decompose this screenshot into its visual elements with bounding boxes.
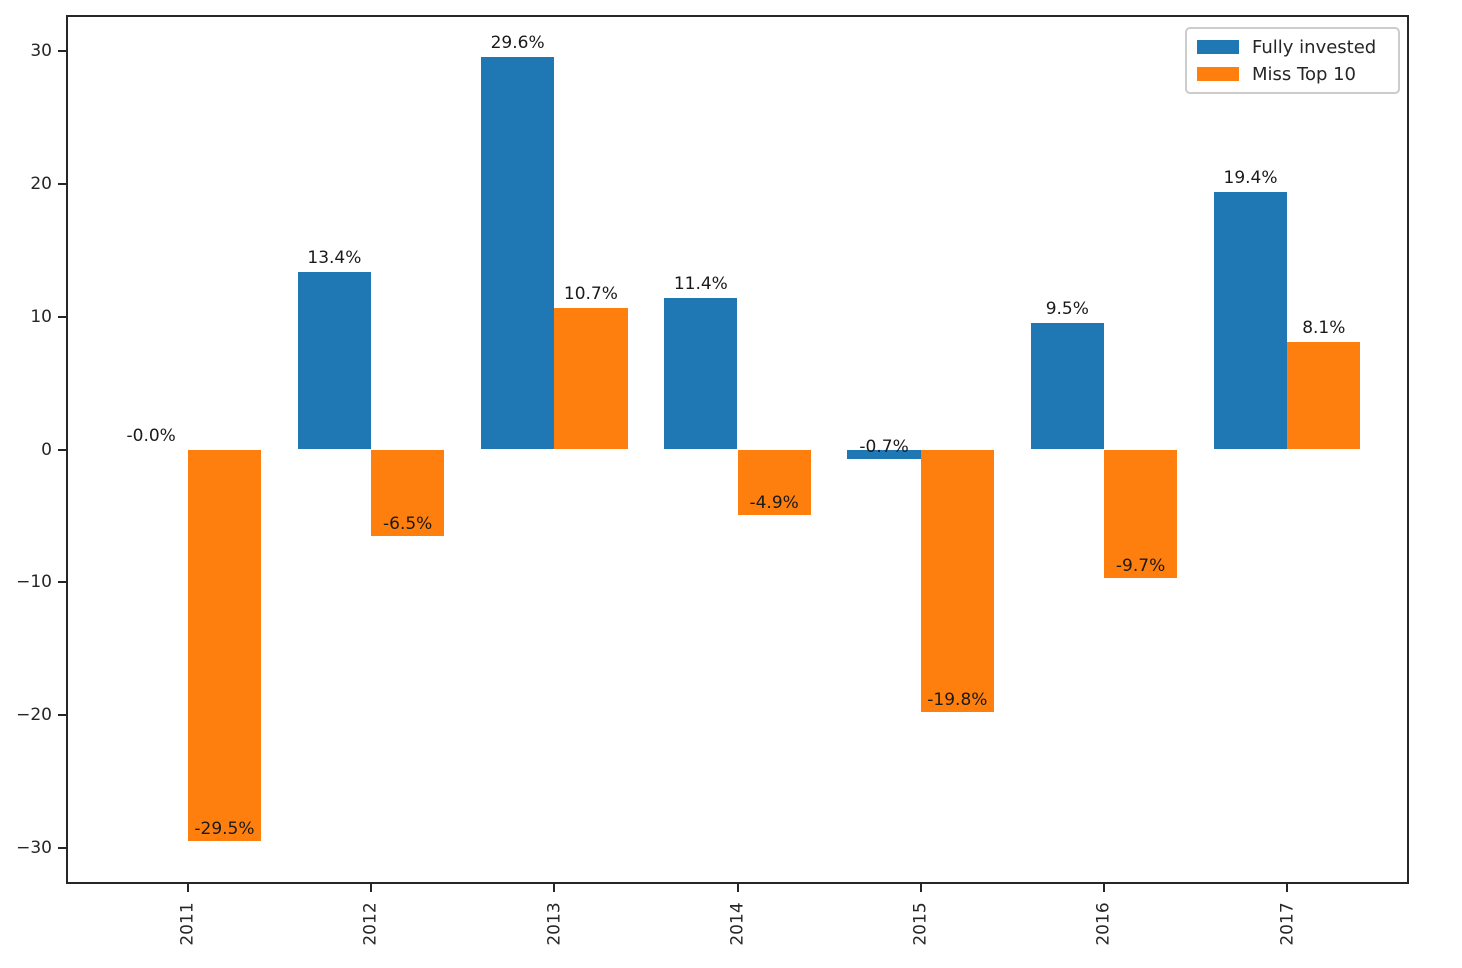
bar-label-miss-top-10-2016: -9.7% [1115,556,1166,577]
x-tick-label-2014: 2014 [707,894,769,954]
x-tick-label-2012: 2012 [340,894,402,954]
bar-label-fully-invested-2012: 13.4% [307,247,362,268]
x-tick-label-2015: 2015 [890,894,952,954]
x-tick-text-2016: 2016 [1093,902,1114,946]
bar-label-fully-invested-2017: 19.4% [1223,168,1278,189]
legend-swatch-miss-top-10 [1197,67,1239,81]
y-tick-20 [58,183,66,186]
bar-label-fully-invested-2013: 29.6% [490,32,545,53]
bar-label-fully-invested-2015: -0.7% [859,436,909,457]
bar-miss-top-10-2016 [1103,449,1178,579]
legend-label-miss-top-10: Miss Top 10 [1252,63,1357,85]
bar-label-miss-top-10-2014: -4.9% [749,492,799,513]
legend-item-miss-top-10: Miss Top 10 [1197,62,1388,86]
x-tick-2013 [553,884,556,892]
bar-miss-top-10-2017 [1287,342,1361,450]
bar-fully-invested-2015 [847,449,921,459]
y-tick-10 [58,315,66,318]
bar-miss-top-10-2012 [371,449,445,536]
x-tick-text-2014: 2014 [727,902,748,946]
bar-fully-invested-2013 [480,56,555,450]
y-tick-label-10: 10 [30,306,52,327]
y-tick--10 [58,581,66,584]
y-tick-30 [58,50,66,53]
bar-label-miss-top-10-2011: -29.5% [194,818,255,839]
x-tick-label-2016: 2016 [1073,894,1135,954]
x-tick-text-2013: 2013 [544,902,565,946]
legend: Fully invested Miss Top 10 [1185,27,1400,94]
bar-fully-invested-2017 [1213,192,1288,450]
y-tick-label-0: 0 [41,439,52,460]
bar-label-fully-invested-2011: -0.0% [126,425,176,446]
bar-miss-top-10-2013 [554,307,628,450]
y-tick-0 [58,448,66,451]
x-tick-2016 [1102,884,1105,892]
x-tick-label-2017: 2017 [1256,894,1318,954]
x-tick-2015 [919,884,922,892]
bar-miss-top-10-2011 [187,449,262,841]
y-tick--30 [58,846,66,849]
x-tick-2014 [736,884,739,892]
x-tick-text-2017: 2017 [1277,902,1298,946]
bar-label-miss-top-10-2012: -6.5% [383,513,433,534]
legend-item-fully-invested: Fully invested [1197,35,1388,59]
y-tick-label--30: −30 [16,837,52,858]
bar-label-miss-top-10-2013: 10.7% [563,283,618,304]
y-tick-label-20: 20 [30,174,52,195]
bar-fully-invested-2012 [297,271,372,450]
x-tick-text-2012: 2012 [361,902,382,946]
x-tick-label-2011: 2011 [157,894,219,954]
bar-label-fully-invested-2014: 11.4% [673,274,728,295]
bar-label-miss-top-10-2015: -19.8% [927,690,988,711]
bar-miss-top-10-2015 [920,449,994,713]
bar-miss-top-10-2014 [737,449,811,515]
y-tick-label--20: −20 [16,704,52,725]
bar-fully-invested-2016 [1030,323,1104,450]
x-tick-2017 [1286,884,1289,892]
bar-label-fully-invested-2016: 9.5% [1045,299,1089,320]
bar-fully-invested-2014 [664,298,738,450]
x-tick-2012 [370,884,373,892]
y-tick-label-30: 30 [30,41,52,62]
bar-label-miss-top-10-2017: 8.1% [1302,318,1346,339]
x-tick-label-2013: 2013 [523,894,585,954]
y-tick--20 [58,713,66,716]
y-tick-label--10: −10 [16,572,52,593]
x-tick-text-2011: 2011 [177,902,198,946]
x-tick-text-2015: 2015 [910,902,931,946]
legend-label-fully-invested: Fully invested [1252,36,1377,58]
x-tick-2011 [186,884,189,892]
legend-swatch-fully-invested [1197,40,1239,54]
